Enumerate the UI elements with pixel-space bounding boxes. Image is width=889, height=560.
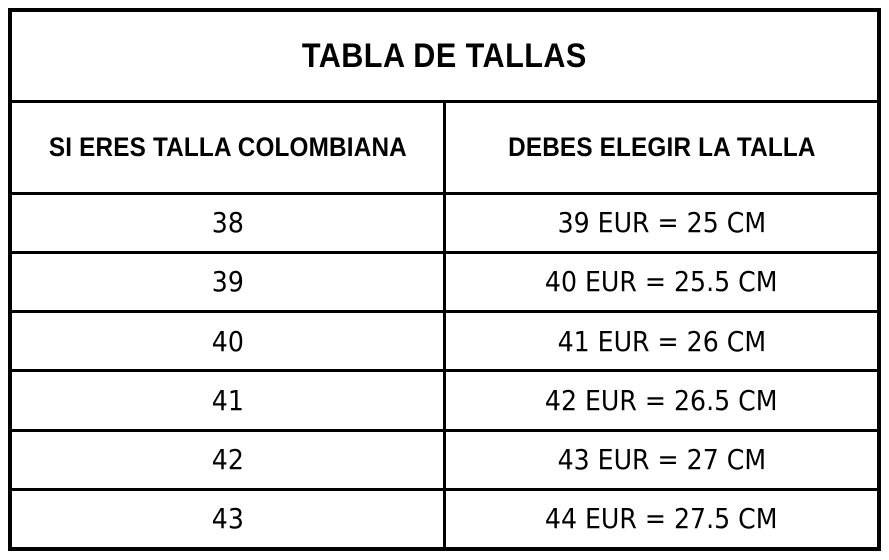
table-row: 40 41 EUR = 26 CM bbox=[8, 310, 881, 373]
colombian-size-cell: 43 bbox=[8, 487, 446, 551]
choose-size-cell: 39 EUR = 25 CM bbox=[443, 191, 881, 254]
colombian-size-cell: 42 bbox=[8, 428, 446, 491]
size-chart-table: TABLA DE TALLAS SI ERES TALLA COLOMBIANA… bbox=[8, 8, 881, 551]
choose-size-value: 43 EUR = 27 CM bbox=[557, 443, 766, 477]
choose-size-value: 42 EUR = 26.5 CM bbox=[545, 383, 778, 417]
column-header-colombian-size-label: SI ERES TALLA COLOMBIANA bbox=[48, 131, 407, 162]
colombian-size-value: 41 bbox=[211, 383, 244, 417]
colombian-size-value: 38 bbox=[211, 206, 244, 240]
table-title: TABLA DE TALLAS bbox=[302, 36, 587, 75]
colombian-size-cell: 39 bbox=[8, 250, 446, 314]
colombian-size-value: 42 bbox=[211, 443, 244, 477]
choose-size-cell: 43 EUR = 27 CM bbox=[443, 428, 881, 491]
table-title-cell: TABLA DE TALLAS bbox=[8, 8, 881, 104]
column-header-choose-size-label: DEBES ELEGIR LA TALLA bbox=[507, 131, 816, 162]
table-row: 43 44 EUR = 27.5 CM bbox=[8, 487, 881, 551]
colombian-size-cell: 38 bbox=[8, 191, 446, 254]
table-title-row: TABLA DE TALLAS bbox=[8, 8, 881, 104]
choose-size-value: 44 EUR = 27.5 CM bbox=[545, 502, 778, 536]
choose-size-cell: 41 EUR = 26 CM bbox=[443, 310, 881, 373]
colombian-size-value: 40 bbox=[211, 324, 244, 358]
table-row: 38 39 EUR = 25 CM bbox=[8, 191, 881, 254]
colombian-size-cell: 40 bbox=[8, 310, 446, 373]
choose-size-value: 40 EUR = 25.5 CM bbox=[545, 265, 778, 299]
column-header-choose-size: DEBES ELEGIR LA TALLA bbox=[443, 100, 881, 195]
table-header-row: SI ERES TALLA COLOMBIANA DEBES ELEGIR LA… bbox=[8, 100, 881, 195]
table-row: 39 40 EUR = 25.5 CM bbox=[8, 250, 881, 314]
choose-size-cell: 44 EUR = 27.5 CM bbox=[443, 487, 881, 551]
choose-size-value: 39 EUR = 25 CM bbox=[557, 206, 766, 240]
colombian-size-cell: 41 bbox=[8, 369, 446, 432]
choose-size-value: 41 EUR = 26 CM bbox=[557, 324, 766, 358]
choose-size-cell: 42 EUR = 26.5 CM bbox=[443, 369, 881, 432]
table-row: 41 42 EUR = 26.5 CM bbox=[8, 369, 881, 432]
table-row: 42 43 EUR = 27 CM bbox=[8, 428, 881, 491]
choose-size-cell: 40 EUR = 25.5 CM bbox=[443, 250, 881, 314]
colombian-size-value: 43 bbox=[211, 502, 244, 536]
column-header-colombian-size: SI ERES TALLA COLOMBIANA bbox=[8, 100, 446, 195]
colombian-size-value: 39 bbox=[211, 265, 244, 299]
